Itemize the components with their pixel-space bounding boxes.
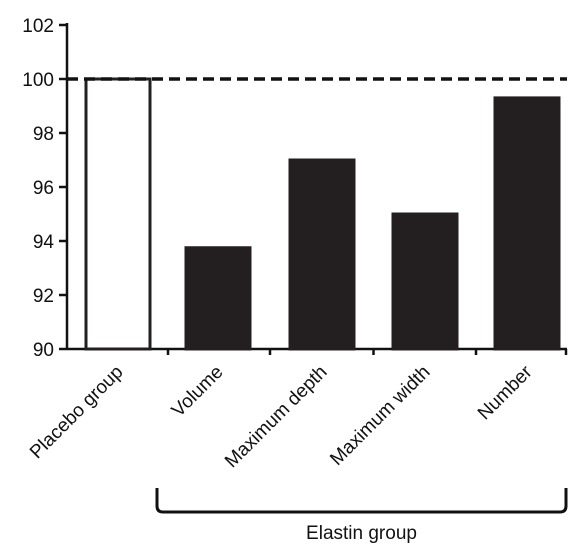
group-label: Elastin group (306, 523, 417, 544)
y-tick-label: 94 (33, 232, 55, 253)
category-label: Maximum width (326, 362, 434, 470)
bar (493, 96, 561, 351)
category-label: Volume (168, 362, 228, 422)
category-label: Placebo group (26, 362, 128, 464)
y-tick-label: 98 (33, 124, 54, 145)
y-tick-label: 90 (33, 340, 54, 361)
y-tick-label: 100 (22, 70, 54, 91)
bars (84, 77, 561, 351)
group-bracket: Elastin group (155, 488, 568, 544)
category-label: Number (474, 361, 537, 424)
y-axis: 90 92 94 96 98 100 102 (22, 16, 69, 361)
bracket-line (155, 488, 568, 514)
bar (84, 77, 152, 351)
bar (288, 158, 356, 351)
category-label: Maximum depth (221, 362, 331, 472)
bar (184, 246, 252, 351)
y-tick-label: 92 (33, 286, 54, 307)
y-tick-label: 96 (33, 178, 54, 199)
y-tick-label: 102 (22, 16, 54, 37)
bar (391, 212, 459, 351)
